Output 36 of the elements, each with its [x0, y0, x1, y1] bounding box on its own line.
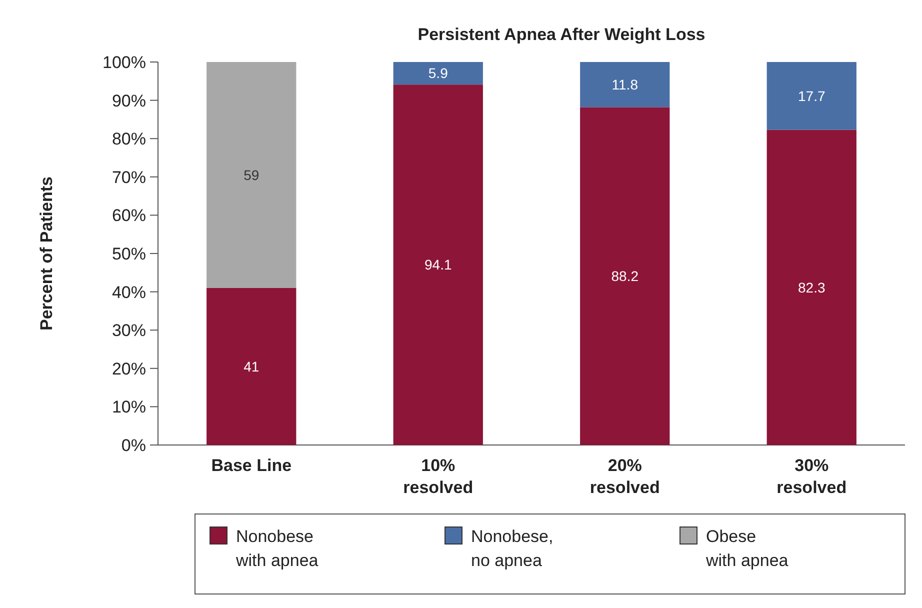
y-tick-label: 20%: [112, 359, 146, 378]
y-tick-label: 80%: [112, 130, 146, 149]
data-label: 82.3: [798, 279, 826, 296]
y-tick-label: 30%: [112, 321, 146, 340]
y-tick-label: 100%: [102, 52, 146, 72]
y-tick-label: 70%: [112, 168, 146, 187]
legend-label: Nonobese, no apnea: [471, 526, 554, 570]
y-tick-label: 50%: [112, 244, 146, 264]
y-tick-label: 10%: [112, 398, 146, 417]
bar: [206, 288, 296, 445]
data-label: 17.7: [798, 88, 826, 104]
x-tick-label: 30% resolved: [776, 456, 847, 497]
legend-label: Obese with apnea: [705, 526, 789, 570]
y-tick-label: 40%: [112, 282, 146, 302]
data-label: 88.2: [611, 268, 639, 284]
x-tick-label: 20% resolved: [590, 456, 660, 497]
bar: [393, 62, 483, 85]
bar: [580, 107, 670, 445]
data-label: 5.9: [428, 65, 448, 82]
bar: [766, 130, 856, 445]
y-tick-label: 60%: [112, 206, 146, 226]
x-tick-label: 10% resolved: [403, 456, 474, 497]
y-axis-title: Percent of Patients: [37, 176, 56, 330]
data-label: 59: [244, 166, 260, 183]
chart-title: Persistent Apnea After Weight Loss: [418, 25, 706, 44]
data-label: 11.8: [612, 76, 638, 92]
legend-label: Nonobese with apnea: [235, 526, 319, 570]
y-tick-label: 90%: [112, 91, 146, 110]
data-label: 41: [244, 358, 260, 374]
bar: [206, 62, 296, 288]
bar: [393, 84, 483, 445]
y-tick-label: 0%: [121, 436, 146, 455]
x-tick-label: Base Line: [211, 456, 292, 475]
bar: [766, 62, 856, 130]
data-label: 94.1: [424, 256, 452, 273]
bar: [580, 62, 670, 108]
